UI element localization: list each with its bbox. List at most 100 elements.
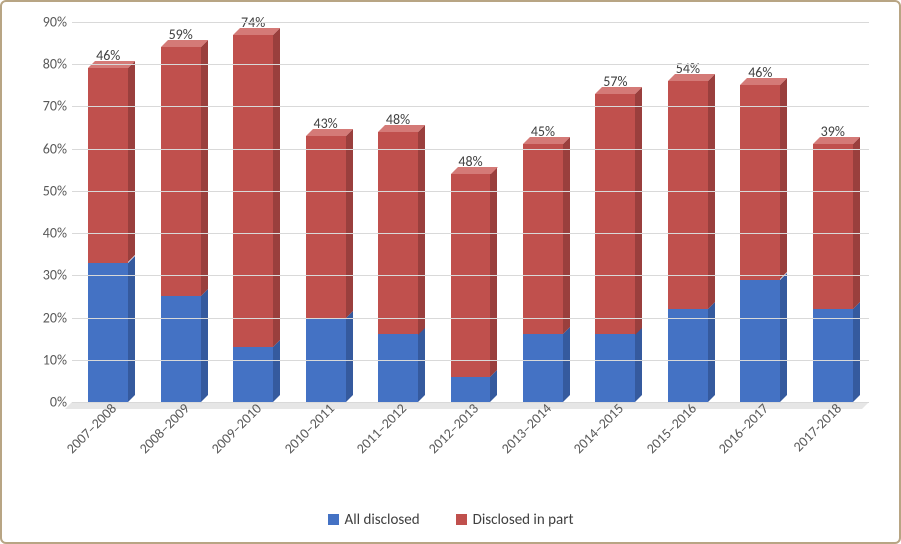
- bar-segment-all: 25%: [161, 296, 201, 402]
- gridline: [72, 191, 869, 192]
- bar-value-label: 45%: [523, 123, 563, 140]
- bar-face: [161, 47, 201, 296]
- bar-value-label: 46%: [740, 64, 780, 81]
- bar-group: 22%39%2017-2018: [813, 22, 853, 402]
- gridline: [72, 360, 869, 361]
- bar-value-label: 46%: [88, 47, 128, 64]
- bar-group: 13%74%2009–2010: [233, 22, 273, 402]
- bar-segment-part: 45%: [523, 144, 563, 334]
- bar-group: 6%48%2012–2013: [451, 22, 491, 402]
- bar-segment-part: 39%: [813, 144, 853, 309]
- bar-segment-all: 13%: [233, 347, 273, 402]
- bar-face: [740, 280, 780, 402]
- bar-group: 33%46%2007–2008: [88, 22, 128, 402]
- bar-side: [635, 327, 642, 402]
- gridline: [72, 64, 869, 65]
- bar-group: 22%54%2015–2016: [668, 22, 708, 402]
- bar-segment-all: 16%: [378, 334, 418, 402]
- bar-face: [233, 347, 273, 402]
- bar-side: [780, 78, 787, 279]
- bar-value-label: 39%: [813, 123, 853, 140]
- bar-side: [418, 327, 425, 402]
- bar-segment-all: 33%: [88, 263, 128, 402]
- bar-face: [595, 94, 635, 335]
- bar-side: [563, 327, 570, 402]
- gridline: [72, 233, 869, 234]
- gridline: [72, 275, 869, 276]
- bar-side: [346, 129, 353, 318]
- legend-label: Disclosed in part: [473, 511, 574, 529]
- bar-segment-all: 16%: [523, 334, 563, 402]
- bar-segment-all: 29%: [740, 280, 780, 402]
- bar-face: [813, 144, 853, 309]
- bar-face: [740, 85, 780, 279]
- bar-group: 20%43%2010–2011: [306, 22, 346, 402]
- bar-segment-part: 46%: [740, 85, 780, 279]
- ytick-label: 20%: [27, 309, 67, 326]
- gridline: [72, 402, 869, 403]
- bar-face: [378, 334, 418, 402]
- ytick-label: 10%: [27, 351, 67, 368]
- ytick-label: 90%: [27, 14, 67, 31]
- ytick-label: 30%: [27, 267, 67, 284]
- gridline: [72, 149, 869, 150]
- bar-face: [668, 309, 708, 402]
- bar-face: [88, 263, 128, 402]
- bar-group: 16%57%2014–2015: [595, 22, 635, 402]
- chart-frame: 33%46%2007–200825%59%2008–200913%74%2009…: [0, 0, 901, 544]
- bar-group: 16%45%2013–2014: [523, 22, 563, 402]
- bar-side: [490, 167, 497, 377]
- legend-swatch: [328, 514, 339, 525]
- legend-label: All disclosed: [345, 511, 420, 529]
- bar-side: [201, 289, 208, 402]
- bar-side: [273, 340, 280, 402]
- bar-side: [201, 40, 208, 296]
- bar-value-label: 43%: [306, 115, 346, 132]
- bar-value-label: 54%: [668, 60, 708, 77]
- bar-side: [273, 28, 280, 347]
- bar-segment-all: 6%: [451, 377, 491, 402]
- legend-item-part: Disclosed in part: [456, 511, 574, 529]
- bar-value-label: 57%: [595, 73, 635, 90]
- bar-side: [780, 273, 787, 402]
- bar-side: [128, 256, 135, 402]
- bar-side: [635, 87, 642, 335]
- legend-item-all: All disclosed: [328, 511, 420, 529]
- bar-face: [523, 144, 563, 334]
- bar-side: [563, 137, 570, 334]
- bar-side: [853, 137, 860, 309]
- bar-group: 25%59%2008–2009: [161, 22, 201, 402]
- ytick-label: 80%: [27, 56, 67, 73]
- ytick-label: 70%: [27, 98, 67, 115]
- gridline: [72, 106, 869, 107]
- plot-area: 33%46%2007–200825%59%2008–200913%74%2009…: [72, 22, 869, 402]
- bar-face: [306, 136, 346, 318]
- bar-segment-part: 59%: [161, 47, 201, 296]
- bar-segment-all: 16%: [595, 334, 635, 402]
- ytick-label: 40%: [27, 225, 67, 242]
- gridline: [72, 318, 869, 319]
- bar-face: [523, 334, 563, 402]
- bars-container: 33%46%2007–200825%59%2008–200913%74%2009…: [72, 22, 869, 402]
- bar-value-label: 59%: [161, 26, 201, 43]
- bar-face: [161, 296, 201, 402]
- gridline: [72, 22, 869, 23]
- bar-side: [346, 311, 353, 402]
- bar-segment-part: 57%: [595, 94, 635, 335]
- ytick-label: 0%: [27, 394, 67, 411]
- ytick-label: 60%: [27, 140, 67, 157]
- bar-segment-part: 43%: [306, 136, 346, 318]
- bar-side: [418, 125, 425, 335]
- bar-group: 16%48%2011–2012: [378, 22, 418, 402]
- legend-swatch: [456, 514, 467, 525]
- bar-value-label: 48%: [378, 111, 418, 128]
- legend: All disclosed Disclosed in part: [2, 511, 899, 531]
- bar-face: [813, 309, 853, 402]
- bar-group: 29%46%2016–2017: [740, 22, 780, 402]
- bar-face: [451, 377, 491, 402]
- bar-value-label: 48%: [451, 153, 491, 170]
- bar-segment-all: 22%: [668, 309, 708, 402]
- ytick-label: 50%: [27, 182, 67, 199]
- bar-face: [595, 334, 635, 402]
- bar-segment-all: 22%: [813, 309, 853, 402]
